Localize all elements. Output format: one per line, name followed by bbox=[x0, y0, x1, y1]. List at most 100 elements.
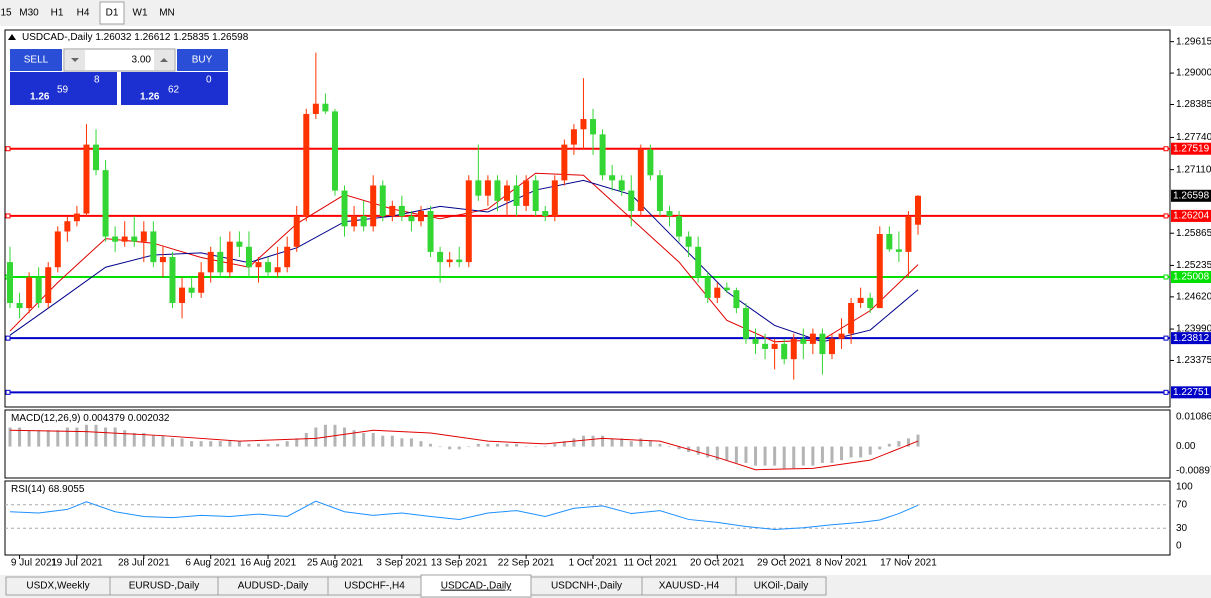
histogram-bar bbox=[209, 441, 213, 447]
histogram-bar bbox=[562, 441, 566, 447]
candle bbox=[800, 328, 807, 360]
histogram-bar bbox=[457, 446, 461, 450]
candle bbox=[714, 282, 721, 303]
chart-tab-label: USDCAD-,Daily bbox=[441, 581, 512, 592]
high: 1.26612 bbox=[134, 32, 171, 43]
candle-body bbox=[685, 236, 692, 247]
macd-value: 0.004379 bbox=[83, 413, 125, 424]
histogram-bar bbox=[381, 435, 385, 447]
histogram-bar bbox=[792, 446, 796, 469]
timeframe-button[interactable]: D1 bbox=[106, 8, 119, 19]
histogram-bar bbox=[486, 443, 490, 447]
histogram-bar bbox=[811, 446, 815, 466]
histogram-bar bbox=[868, 446, 872, 455]
candle bbox=[341, 185, 348, 237]
candle bbox=[676, 211, 683, 242]
candle-body bbox=[322, 103, 329, 112]
timeframe-button[interactable]: 15 bbox=[0, 8, 12, 19]
sell-button[interactable] bbox=[10, 49, 62, 71]
chart-tab-label: EURUSD-,Daily bbox=[129, 581, 200, 592]
candle bbox=[370, 175, 377, 232]
ask-prefix: 1.26 bbox=[140, 92, 160, 103]
candle-body bbox=[417, 211, 424, 222]
candle-body bbox=[561, 144, 568, 181]
timeframe-button[interactable]: MN bbox=[159, 8, 175, 19]
x-tick-label: 8 Nov 2021 bbox=[816, 558, 868, 569]
candle-body bbox=[714, 287, 721, 298]
candle-body bbox=[102, 170, 109, 237]
histogram-bar bbox=[639, 438, 643, 447]
candle bbox=[26, 272, 33, 314]
candle bbox=[45, 262, 52, 309]
candle-body bbox=[494, 180, 501, 201]
candle-body bbox=[742, 308, 749, 339]
candle bbox=[7, 246, 13, 309]
candle bbox=[532, 175, 539, 217]
x-tick-label: 6 Aug 2021 bbox=[185, 558, 236, 569]
chart-tab[interactable] bbox=[735, 576, 827, 596]
up-arrow bbox=[160, 58, 168, 62]
price-label: 1.26204 bbox=[1173, 211, 1210, 222]
histogram-bar bbox=[887, 443, 891, 447]
timeframe-button[interactable]: M30 bbox=[19, 8, 39, 19]
candle-body bbox=[64, 221, 71, 232]
histogram-bar bbox=[782, 446, 786, 469]
x-tick-label: 11 Oct 2021 bbox=[624, 558, 678, 569]
histogram-bar bbox=[734, 446, 738, 463]
ask-box[interactable] bbox=[121, 72, 228, 105]
candle bbox=[570, 124, 577, 155]
lot-input[interactable] bbox=[63, 48, 176, 72]
candle-body bbox=[226, 241, 233, 273]
candle-body bbox=[456, 259, 463, 263]
candle bbox=[188, 277, 195, 298]
macd-header: MACD(12,26,9) 0.004379 0.002032 bbox=[11, 413, 170, 424]
histogram-bar bbox=[706, 446, 710, 458]
timeframe-button[interactable]: H4 bbox=[77, 8, 90, 19]
collapse-icon[interactable] bbox=[8, 34, 16, 40]
histogram-bar bbox=[56, 430, 60, 447]
histogram-bar bbox=[524, 446, 528, 448]
candle-body bbox=[389, 205, 396, 217]
price-label-box bbox=[1171, 332, 1211, 345]
candle-body bbox=[131, 236, 138, 242]
price-label-box bbox=[1171, 142, 1211, 155]
candle bbox=[513, 175, 520, 217]
timeframe-button[interactable]: H1 bbox=[51, 8, 64, 19]
candle-body bbox=[150, 231, 157, 263]
candle-body bbox=[819, 333, 826, 355]
moving-average bbox=[9, 179, 919, 343]
histogram-bar bbox=[132, 432, 136, 447]
candle-body bbox=[656, 175, 663, 212]
candle bbox=[398, 195, 405, 222]
candle-body bbox=[637, 149, 644, 212]
candle bbox=[561, 139, 568, 186]
histogram-bar bbox=[314, 427, 318, 447]
candle bbox=[542, 205, 549, 222]
candle-body bbox=[848, 302, 855, 334]
candle-body bbox=[351, 216, 358, 227]
histogram-bar bbox=[304, 432, 308, 447]
histogram-bar bbox=[629, 441, 633, 447]
y-tick-label: 1.27740 bbox=[1176, 132, 1211, 143]
candle bbox=[752, 328, 759, 355]
y-tick-label: 0.00 bbox=[1176, 441, 1196, 452]
rsi-header: RSI(14) 68.9055 bbox=[11, 484, 85, 495]
candle bbox=[628, 175, 635, 227]
histogram-bar bbox=[65, 427, 69, 447]
candle-body bbox=[542, 211, 549, 217]
y-tick-label: 1.29615 bbox=[1176, 36, 1211, 47]
histogram-bar bbox=[46, 430, 50, 447]
timeframe-button[interactable]: W1 bbox=[133, 8, 148, 19]
timeframe-active bbox=[99, 1, 125, 25]
candle bbox=[159, 246, 166, 278]
histogram-bar bbox=[620, 438, 624, 447]
chart-tab-label: XAUUSD-,H4 bbox=[659, 581, 720, 592]
x-tick-label: 25 Aug 2021 bbox=[307, 558, 364, 569]
histogram-bar bbox=[218, 441, 222, 447]
buy-button[interactable] bbox=[177, 49, 228, 71]
histogram-bar bbox=[409, 438, 413, 447]
candle bbox=[685, 231, 692, 257]
bid-box[interactable] bbox=[10, 72, 117, 105]
candle bbox=[819, 328, 826, 375]
